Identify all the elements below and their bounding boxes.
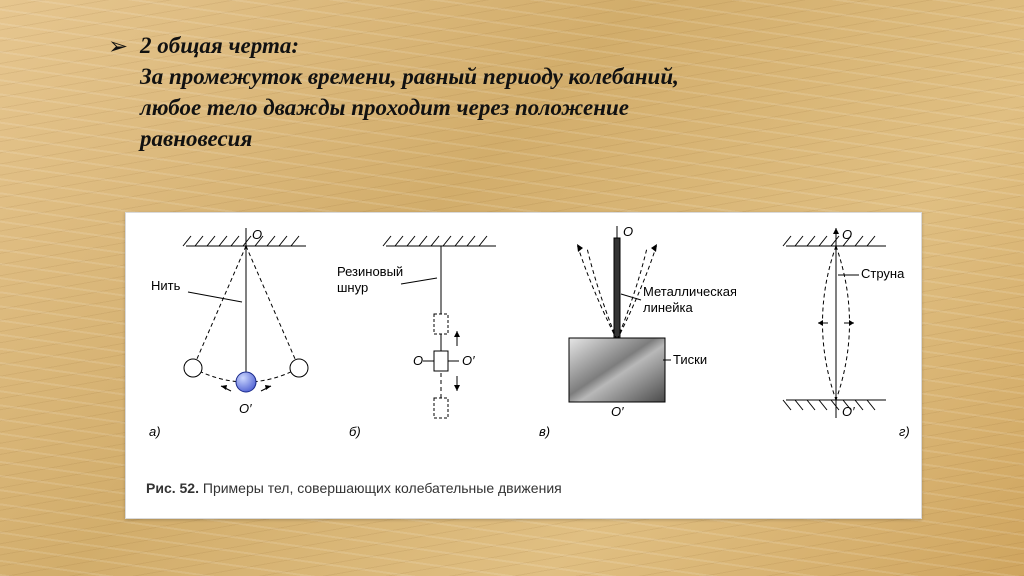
- heading-line3: любое тело дважды проходит через положен…: [140, 95, 629, 120]
- label-Oprime-b: O′: [462, 353, 475, 368]
- heading-line4: равновесия: [140, 126, 252, 151]
- label-cord-2: шнур: [337, 280, 368, 295]
- label-O-d: O: [842, 227, 852, 242]
- label-Oprime-c: O′: [611, 404, 624, 419]
- panel-letter-b: б): [349, 424, 361, 439]
- label-ruler-1: Металлическая: [643, 284, 736, 299]
- label-string: Струна: [861, 266, 905, 281]
- bullet-glyph: ➢: [108, 32, 128, 61]
- panel-letter-c: в): [539, 424, 550, 439]
- panel-letter-d: г): [899, 424, 910, 439]
- panel-letter-a: а): [149, 424, 161, 439]
- label-cord-1: Резиновый: [337, 264, 403, 279]
- label-ruler-2: линейка: [643, 300, 693, 315]
- label-O-a: O: [252, 227, 262, 242]
- figure-caption: Рис. 52. Примеры тел, совершающих колеба…: [146, 480, 562, 496]
- diagram-b: Резиновый шнур O O′ б): [331, 218, 521, 448]
- caption-bold: Рис. 52.: [146, 480, 199, 496]
- label-Oprime-a: O′: [239, 401, 252, 416]
- heading-line2: За промежуток времени, равный периоду ко…: [140, 64, 679, 89]
- heading-block: 2 общая черта: За промежуток времени, ра…: [140, 30, 944, 154]
- figure-panel: O Нить O′ а): [125, 212, 922, 519]
- diagram-a: O Нить O′ а): [131, 218, 331, 448]
- caption-text: Примеры тел, совершающих колебательные д…: [203, 480, 562, 496]
- label-O-c: O: [623, 224, 633, 239]
- label-O-b: O: [413, 353, 423, 368]
- slide: ➢ 2 общая черта: За промежуток времени, …: [0, 0, 1024, 576]
- label-thread: Нить: [151, 278, 181, 293]
- label-vise: Тиски: [673, 352, 707, 367]
- diagram-d: O O′ Струна г): [741, 218, 921, 448]
- heading-line1: 2 общая черта:: [140, 33, 299, 58]
- diagram-c: O O′ Металлическая линейка: [521, 218, 736, 448]
- label-Oprime-d: O′: [842, 404, 855, 419]
